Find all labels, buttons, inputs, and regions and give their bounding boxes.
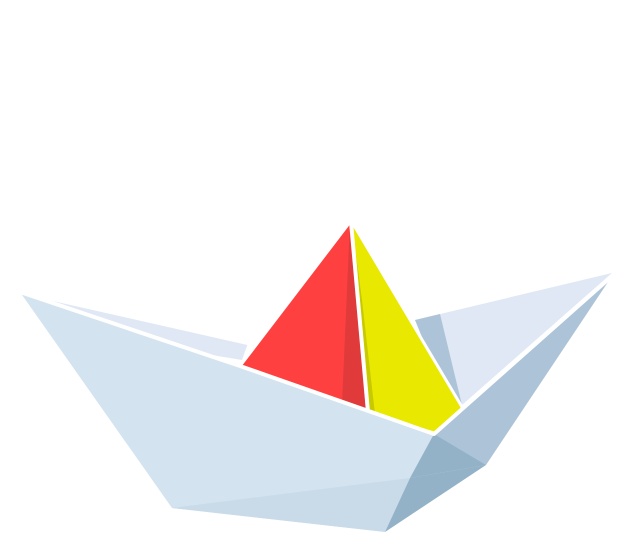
sail-red-shadow	[342, 222, 368, 410]
hull-back-left-flap	[20, 292, 248, 360]
hull-right-dark-face	[385, 465, 486, 532]
hull-right-face	[410, 276, 612, 478]
hull-left-rim	[19, 290, 251, 346]
hull-bottom-band	[172, 478, 410, 532]
sail-edge-right	[350, 221, 464, 408]
sail-red	[240, 222, 368, 410]
hull-right-dark-inner	[410, 434, 486, 478]
sail-fold-line	[349, 221, 370, 413]
hull-front-face	[20, 292, 434, 532]
hull-inner-shadow	[415, 314, 462, 405]
hull-top-edge	[19, 274, 614, 436]
sail-edge-left	[238, 221, 352, 367]
sail-yellow-shadow	[352, 224, 375, 414]
sail-yellow	[352, 224, 462, 432]
hull-back-right-flap	[415, 273, 612, 405]
